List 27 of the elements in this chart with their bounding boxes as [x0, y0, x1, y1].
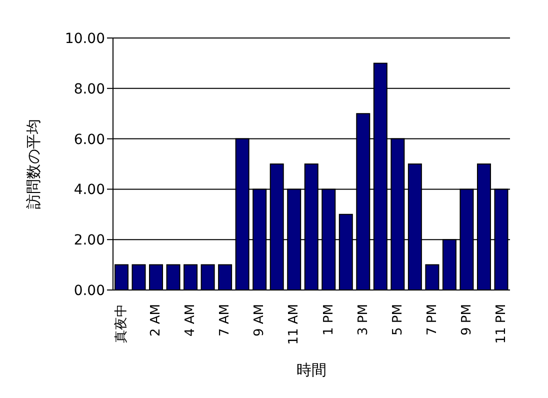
x-tick-label: 9 AM [252, 304, 268, 337]
bar [132, 264, 146, 290]
x-tick-label: 真夜中 [113, 304, 130, 343]
bar [200, 264, 215, 290]
bar [218, 264, 232, 290]
x-tick-label: 2 AM [148, 304, 164, 337]
x-tick-label: 3 PM [356, 304, 371, 336]
x-tick-label: 9 PM [459, 304, 474, 336]
x-tick-label: 7 AM [218, 304, 233, 337]
bar [149, 264, 164, 290]
y-axis-title: 訪問数の平均 [24, 119, 42, 209]
y-tick-label: 6.00 [74, 132, 105, 148]
x-axis-title: 時間 [296, 361, 326, 379]
bar [184, 264, 198, 290]
x-tick-label: 11 PM [494, 304, 509, 344]
x-tick-label: 5 PM [390, 304, 406, 336]
x-tick-label: 7 PM [424, 304, 440, 336]
x-tick-label: 4 AM [183, 304, 198, 337]
y-tick-label: 10.00 [64, 30, 105, 47]
y-tick-label: 2.00 [74, 232, 105, 249]
x-tick-label: 11 AM [286, 304, 302, 345]
y-tick-label: 4.00 [74, 182, 105, 198]
y-tick-label: 0.00 [74, 282, 105, 299]
bar [166, 264, 180, 290]
y-tick-label: 8.00 [74, 81, 105, 98]
x-tick-label: 1 PM [321, 304, 336, 336]
bar [425, 264, 440, 290]
